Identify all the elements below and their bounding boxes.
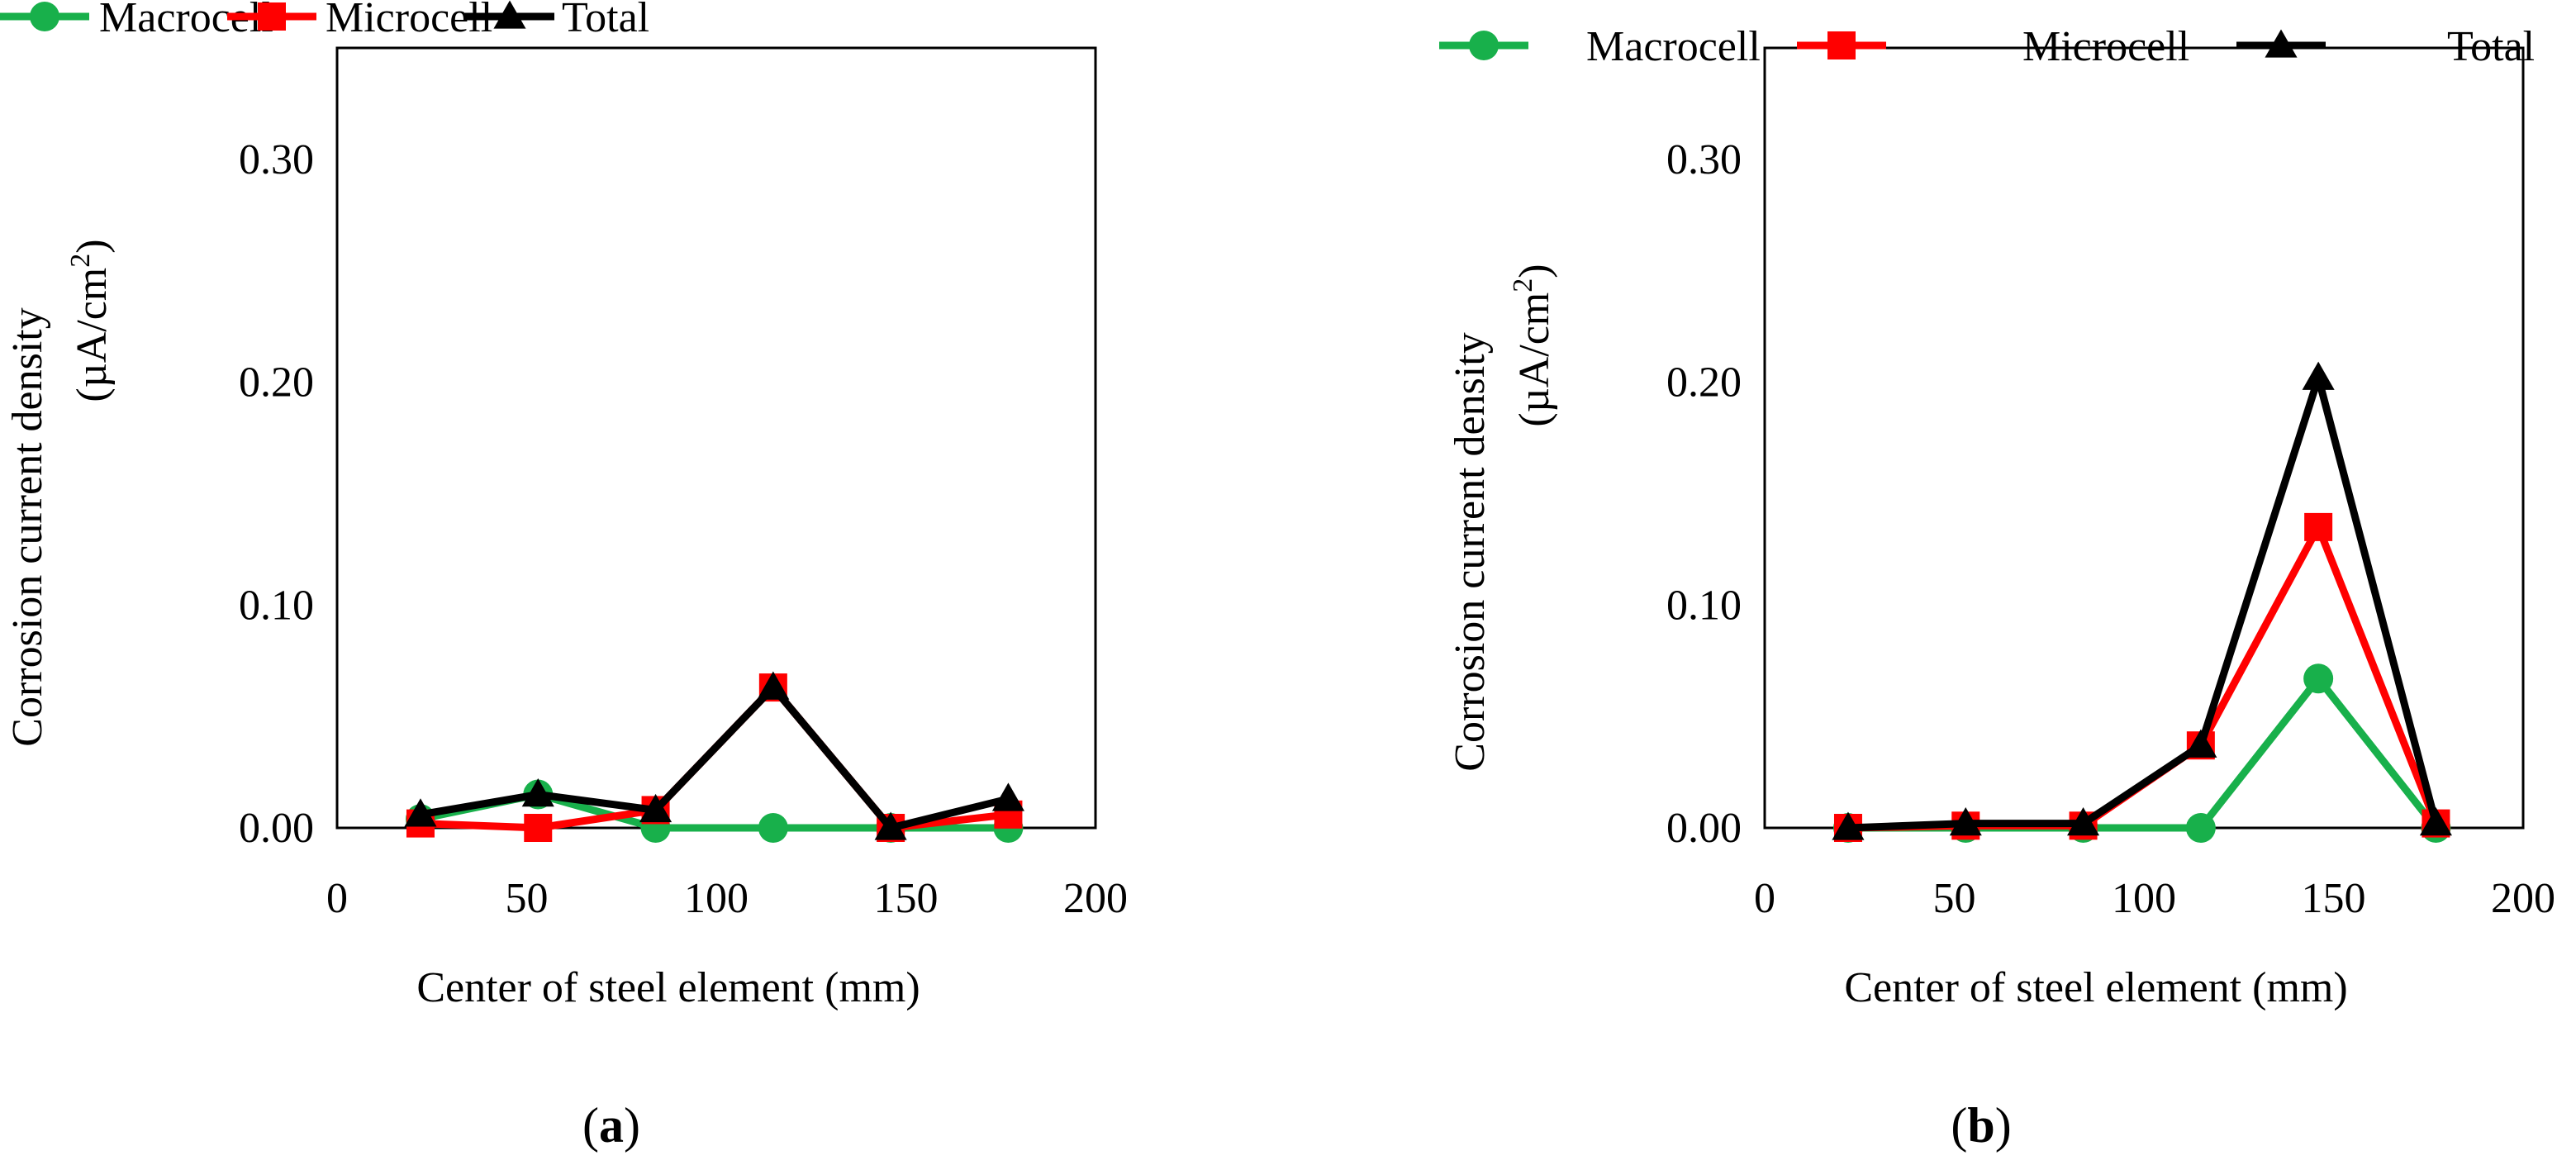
legend-marker-square (1827, 31, 1856, 59)
y-axis-title-line1: Corrosion current density (1447, 332, 1494, 771)
y-axis-title-line2: (µA/cm2) (65, 239, 116, 402)
y-tick-label: 0.20 (239, 359, 314, 407)
legend-item-total: Total (465, 0, 649, 41)
legend-item-total: Total (2236, 23, 2535, 70)
series-macrocell (1832, 663, 2451, 843)
chart-panel-a: 0.00 0.10 0.20 0.30 0 50 100 150 200 Center of st… (0, 0, 1128, 1153)
x-tick-label: 100 (684, 875, 749, 922)
data-point-total (2184, 729, 2217, 758)
y-axis-title-line1: Corrosion current density (4, 307, 51, 746)
x-tick-label: 200 (2491, 875, 2555, 922)
y-tick-label: 0.10 (239, 582, 314, 629)
data-point-microcell (2304, 512, 2333, 541)
x-tick-label: 200 (1063, 875, 1128, 922)
y-tick-label: 0.20 (1666, 359, 1742, 407)
panel-label: (b) (1951, 1098, 2011, 1153)
data-point-total (404, 798, 437, 827)
y-tick-label: 0.00 (239, 805, 314, 852)
data-point-total (991, 782, 1024, 811)
series-line-macrocell (1847, 674, 2439, 832)
data-point-macrocell (758, 813, 788, 843)
legend-label-microcell: Microcell (2022, 23, 2189, 70)
x-tick-label: 150 (874, 875, 939, 922)
data-point-total (2067, 807, 2100, 836)
legend-label-microcell: Microcell (326, 0, 492, 41)
legend-marker-circle (30, 2, 59, 31)
data-point-total (1832, 811, 1865, 840)
x-tick-label: 100 (2112, 875, 2176, 922)
data-point-total (874, 811, 907, 840)
panel-label: (a) (582, 1098, 640, 1153)
legend-item-microcell: Microcell (227, 0, 492, 41)
legend-marker-triangle (493, 0, 526, 29)
y-axis-unit: (µA/cm (1511, 292, 1558, 427)
data-point-total (1949, 807, 1982, 836)
series-total (1832, 361, 2452, 840)
legend-marker-triangle (2265, 29, 2298, 58)
data-point-total (521, 777, 554, 807)
y-axis-unit-superscript: 2 (65, 254, 96, 268)
legend-marker-circle (1469, 31, 1499, 60)
data-point-total (757, 671, 790, 700)
data-point-total (2302, 361, 2335, 390)
series-line-total (420, 683, 1010, 832)
y-axis-unit-close: ) (69, 239, 116, 253)
y-tick-label: 0.30 (239, 136, 314, 183)
legend-label-macrocell: Macrocell (1586, 23, 1761, 70)
plot-area-frame (335, 46, 1097, 830)
x-tick-label: 50 (506, 875, 549, 922)
legend-label-total: Total (2447, 23, 2535, 70)
legend-marker-square (258, 2, 286, 31)
x-tick-label: 50 (1933, 875, 1976, 922)
data-point-total (2419, 807, 2452, 836)
x-axis-title: Center of steel element (mm) (416, 964, 920, 1011)
y-tick-label: 0.30 (1666, 136, 1742, 183)
data-point-macrocell (2185, 813, 2216, 843)
y-tick-label: 0.00 (1666, 805, 1742, 852)
legend: Macrocell Microcell Total (1439, 23, 2535, 70)
x-tick-label: 0 (1754, 875, 1775, 922)
y-axis-unit-close: ) (1511, 264, 1558, 278)
series-line-total (1847, 373, 2440, 832)
y-axis-unit: (µA/cm (69, 268, 116, 402)
legend-item-macrocell: Macrocell (1439, 23, 1761, 70)
y-axis-unit-superscript: 2 (1508, 278, 1538, 292)
legend-label-total: Total (562, 0, 649, 41)
data-point-total (639, 793, 673, 823)
legend-item-microcell: Microcell (1797, 23, 2189, 70)
data-point-macrocell (2303, 663, 2334, 694)
data-point-microcell (524, 814, 553, 842)
y-tick-label: 0.10 (1666, 582, 1742, 629)
chart-panel-b: 0.00 0.10 0.20 0.30 0 50 100 150 200 Center of st… (1439, 23, 2555, 1153)
legend-label-macrocell: Macrocell (99, 0, 273, 41)
legend-item-macrocell: Macrocell (0, 0, 273, 41)
series-total (404, 671, 1024, 840)
y-axis-title-line2: (µA/cm2) (1508, 264, 1558, 426)
x-tick-label: 0 (326, 875, 348, 922)
x-tick-label: 150 (2302, 875, 2366, 922)
x-axis-title: Center of steel element (mm) (1844, 964, 2347, 1011)
series-macrocell (405, 779, 1024, 843)
series-microcell (1833, 512, 2450, 842)
legend: Macrocell Microcell Total (0, 0, 649, 41)
series-line-microcell (420, 683, 1009, 832)
